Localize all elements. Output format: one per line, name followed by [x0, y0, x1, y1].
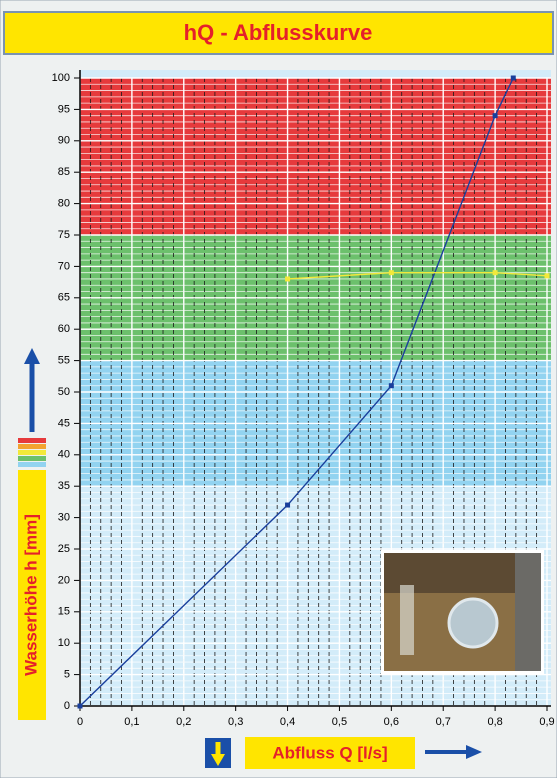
y-tick-label: 5	[64, 669, 70, 681]
y-tick-label: 0	[64, 700, 70, 712]
x-tick-label: 0	[77, 716, 83, 728]
data-point	[388, 383, 394, 389]
x-tick-label: 0,9	[539, 716, 554, 728]
y-label-box	[18, 470, 46, 720]
data-point	[492, 270, 498, 276]
down-arrow-head	[211, 754, 225, 766]
y-tick-label: 45	[58, 417, 70, 429]
x-axis-decoration: Abfluss Q [l/s]	[205, 737, 482, 769]
x-axis-label: Abfluss Q [l/s]	[272, 743, 387, 762]
y-tick-label: 25	[58, 543, 70, 555]
data-point	[388, 270, 394, 276]
y-tick-label: 50	[58, 386, 70, 398]
legend-stripe	[18, 438, 46, 443]
y-tick-label: 20	[58, 574, 70, 586]
photo-highlight	[400, 585, 414, 655]
legend-stripe	[18, 456, 46, 461]
data-point	[285, 502, 291, 508]
y-tick-label: 65	[58, 292, 70, 304]
y-tick-label: 80	[58, 198, 70, 210]
legend-stripe	[18, 444, 46, 449]
x-tick-label: 0,1	[124, 716, 139, 728]
series-line	[287, 271, 548, 280]
chart-title: hQ - Abflusskurve	[184, 20, 373, 45]
y-tick-label: 90	[58, 135, 70, 147]
y-tick-label: 15	[58, 606, 70, 618]
legend-stripe	[18, 462, 46, 467]
x-tick-label: 0,8	[487, 716, 502, 728]
y-axis-decoration: Wasserhöhe h [mm]	[18, 348, 46, 720]
x-tick-label: 0,6	[384, 716, 399, 728]
data-point	[77, 703, 83, 709]
right-arrow-head	[466, 745, 482, 759]
x-tick-label: 0,7	[436, 716, 451, 728]
legend-stripe	[18, 450, 46, 455]
y-tick-label: 10	[58, 637, 70, 649]
x-tick-label: 0,5	[332, 716, 347, 728]
y-tick-label: 95	[58, 103, 70, 115]
x-tick-label: 0,2	[176, 716, 191, 728]
y-tick-label: 35	[58, 480, 70, 492]
data-point	[492, 113, 498, 119]
up-arrow-head	[24, 348, 40, 364]
x-tick-label: 0,3	[228, 716, 243, 728]
y-tick-label: 40	[58, 449, 70, 461]
x-tick-label: 0,4	[280, 716, 295, 728]
y-tick-label: 75	[58, 229, 70, 241]
data-point	[544, 273, 550, 279]
y-tick-label: 60	[58, 323, 70, 335]
title-bar	[3, 11, 554, 55]
y-tick-label: 100	[52, 72, 70, 84]
y-tick-label: 55	[58, 355, 70, 367]
y-tick-label: 70	[58, 260, 70, 272]
data-point	[510, 75, 516, 81]
y-tick-label: 85	[58, 166, 70, 178]
y-tick-label: 30	[58, 512, 70, 524]
y-axis-label: Wasserhöhe h [mm]	[21, 514, 40, 676]
photo-drain	[447, 597, 499, 649]
band	[80, 78, 551, 235]
photo-corner	[515, 553, 541, 671]
photo-inset	[381, 550, 544, 674]
x-label-box	[245, 737, 415, 769]
data-point	[285, 276, 291, 282]
